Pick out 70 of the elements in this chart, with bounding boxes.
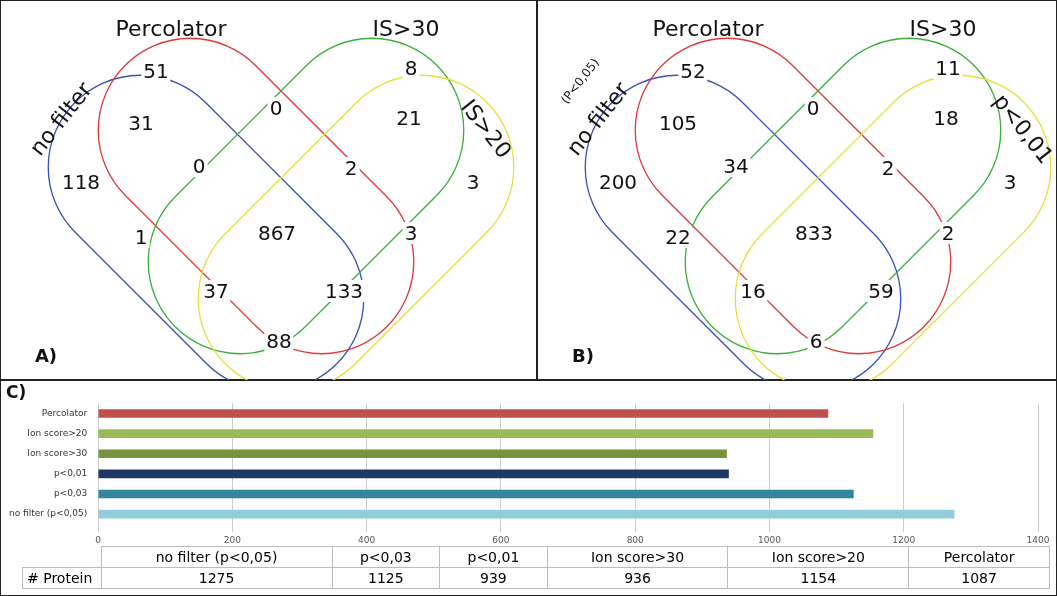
y-tick-label: Ion score>20 (27, 427, 88, 438)
data-label: 936 (547, 567, 728, 589)
text: 133 (322, 279, 366, 303)
bar (98, 469, 729, 479)
text: 21 (394, 106, 424, 130)
text: 88 (264, 329, 294, 353)
category-label: Ion score>30 (547, 546, 728, 568)
text: 867 (255, 221, 299, 245)
text: 59 (866, 279, 896, 303)
text: 0 (267, 96, 285, 120)
bar (98, 449, 727, 459)
text: 2 (342, 156, 360, 180)
text: 18 (931, 106, 961, 130)
text: 0 (190, 154, 208, 178)
data-label: 939 (439, 567, 548, 589)
text: 3 (1001, 170, 1019, 194)
category-label: p<0,01 (439, 546, 548, 568)
text: # Protein (22, 567, 101, 589)
text: 0 (804, 96, 822, 120)
text: 3 (464, 170, 482, 194)
category-label: p<0,03 (332, 546, 440, 568)
text: 8 (402, 56, 420, 80)
text: IS>30 (909, 16, 977, 41)
text: Percolator (115, 16, 227, 41)
text: 11 (933, 56, 963, 80)
bar (98, 489, 854, 499)
x-tick-label: 0 (95, 534, 102, 545)
text: 16 (738, 279, 768, 303)
text: 51 (141, 59, 171, 83)
x-tick-label: 800 (626, 534, 645, 545)
text: 833 (792, 221, 836, 245)
x-tick-label: 1400 (1026, 534, 1050, 545)
x-tick-label: 400 (358, 534, 376, 545)
text: 52 (678, 59, 708, 83)
text: 34 (721, 154, 751, 178)
text: 37 (201, 279, 231, 303)
text: 118 (59, 170, 103, 194)
text: IS>30 (372, 16, 440, 41)
y-tick-label: Ion score>30 (27, 448, 88, 459)
text: 200 (596, 170, 640, 194)
text: 2 (879, 156, 897, 180)
y-tick-label: Percolator (41, 407, 88, 418)
category-label: Percolator (908, 546, 1050, 568)
text: 3 (402, 221, 420, 245)
category-label: Ion score>20 (727, 546, 909, 568)
y-tick-label: p<0,01 (53, 468, 88, 479)
text: 1 (132, 225, 150, 249)
x-tick-label: 1000 (758, 534, 782, 545)
y-tick-label: p<0,03 (53, 488, 88, 499)
data-label: 1087 (908, 567, 1050, 589)
text: Percolator (652, 16, 764, 41)
x-tick-label: 200 (223, 534, 242, 545)
x-tick-label: 600 (492, 534, 510, 545)
text: B) (572, 345, 594, 366)
text: 2 (939, 221, 957, 245)
data-label: 1154 (727, 567, 909, 589)
data-label: 1125 (332, 567, 440, 589)
data-label: 1275 (101, 567, 333, 589)
text: 6 (807, 329, 825, 353)
text: A) (34, 345, 58, 366)
chart-title: C) (6, 381, 27, 402)
x-tick-label: 1200 (892, 534, 916, 545)
text: 105 (656, 111, 700, 135)
category-label: no filter (p<0,05) (101, 546, 333, 568)
bar (98, 429, 874, 438)
text: 31 (126, 111, 156, 135)
text: 22 (663, 225, 693, 249)
bar (98, 409, 829, 418)
y-tick-label: no filter (p<0,05) (9, 508, 88, 519)
bar (98, 509, 955, 519)
